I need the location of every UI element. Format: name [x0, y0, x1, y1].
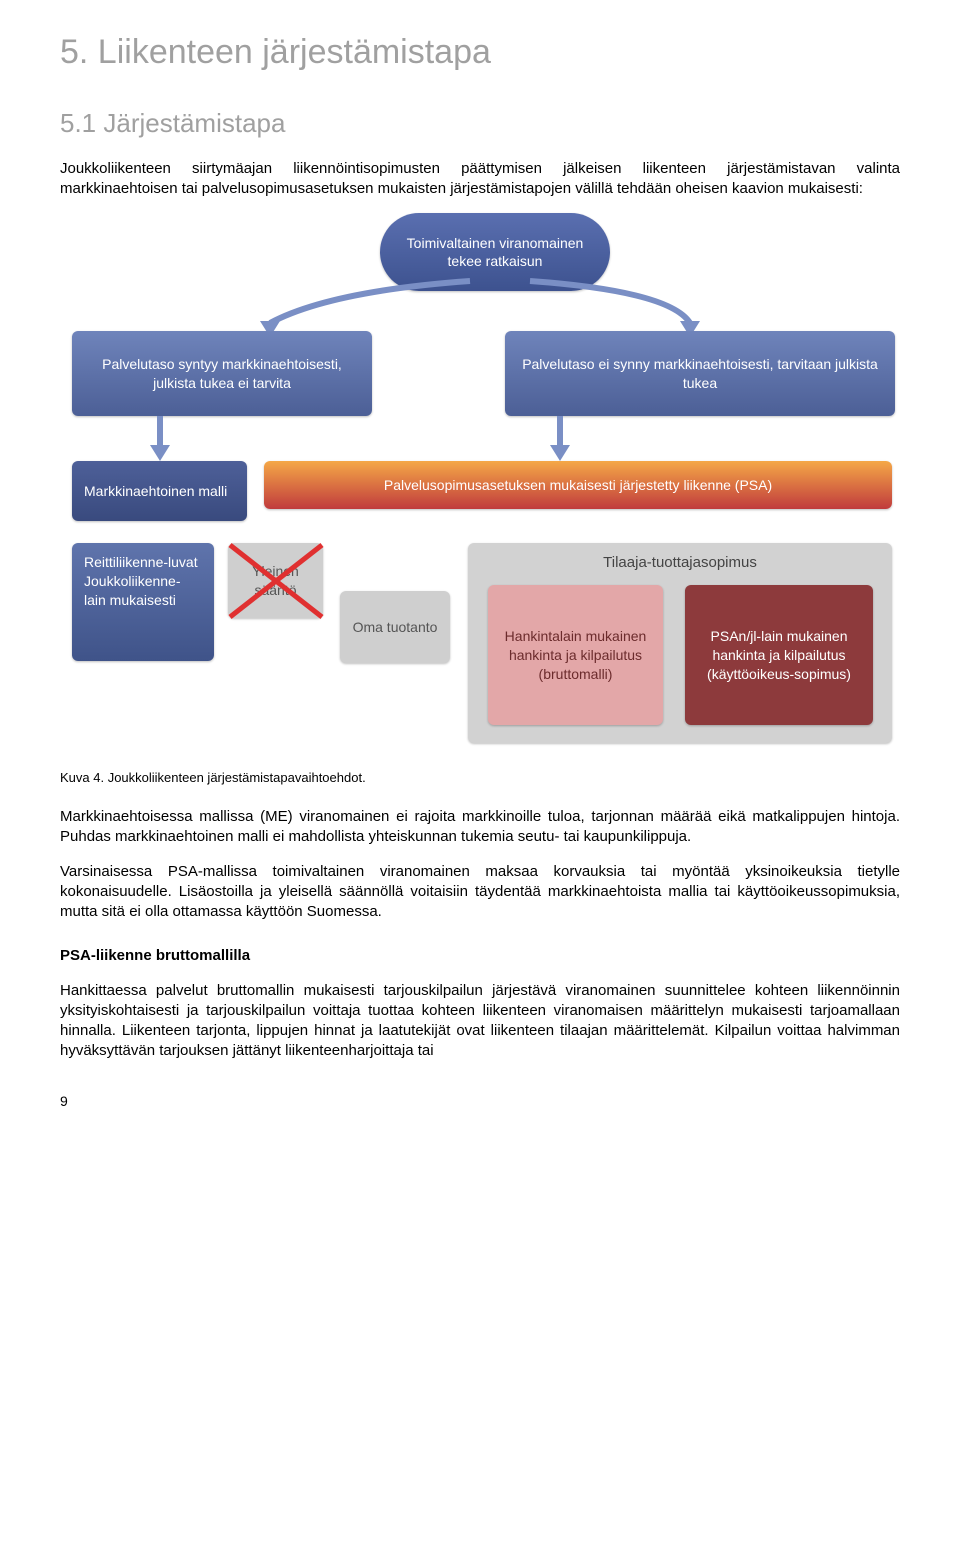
- node-own-production-label: Oma tuotanto: [353, 618, 438, 637]
- connector-right: [490, 271, 790, 326]
- paragraph-brutto: Hankittaessa palvelut bruttomallin mukai…: [60, 981, 900, 1062]
- flow-diagram: Toimivaltainen viranomainen tekee ratkai…: [60, 213, 900, 753]
- node-top-label: Toimivaltainen viranomainen tekee ratkai…: [392, 234, 598, 272]
- node-route-permits-label: Reittiliikenne-luvat Joukkoliikenne-lain…: [84, 553, 202, 610]
- node-psa-law: PSAn/jl-lain mukainen hankinta ja kilpai…: [685, 585, 873, 725]
- intro-paragraph: Joukkoliikenteen siirtymäajan liikennöin…: [60, 159, 900, 200]
- paragraph-me: Markkinaehtoisessa mallissa (ME) viranom…: [60, 807, 900, 848]
- node-public-label: Palvelutaso ei synny markkinaehtoisesti,…: [517, 355, 883, 393]
- connector: [140, 416, 170, 448]
- node-psa-law-label: PSAn/jl-lain mukainen hankinta ja kilpai…: [697, 627, 861, 684]
- subhead-brutto: PSA-liikenne bruttomallilla: [60, 946, 900, 966]
- section-subhead: 5.1 Järjestämistapa: [60, 106, 900, 141]
- paragraph-psa: Varsinaisessa PSA-mallissa toimivaltaine…: [60, 862, 900, 923]
- node-general-rule: Yleinen sääntö: [228, 543, 323, 618]
- figure-caption: Kuva 4. Joukkoliikenteen järjestämistapa…: [60, 769, 900, 787]
- node-own-production: Oma tuotanto: [340, 591, 450, 663]
- node-hankintalaki: Hankintalain mukainen hankinta ja kilpai…: [488, 585, 663, 725]
- node-market-model-label: Markkinaehtoinen malli: [84, 482, 227, 501]
- node-route-permits: Reittiliikenne-luvat Joukkoliikenne-lain…: [72, 543, 214, 661]
- page-title: 5. Liikenteen järjestämistapa: [60, 30, 900, 76]
- connector-left: [210, 271, 510, 326]
- node-hankintalaki-label: Hankintalain mukainen hankinta ja kilpai…: [500, 627, 651, 684]
- node-psa-bar: Palvelusopimusasetuksen mukaisesti järje…: [264, 461, 892, 509]
- node-market-model: Markkinaehtoinen malli: [72, 461, 247, 521]
- node-tilaaja-label: Tilaaja-tuottajasopimus: [603, 553, 757, 573]
- node-market-label: Palvelutaso syntyy markkinaehtoisesti, j…: [84, 355, 360, 393]
- node-psa-label: Palvelusopimusasetuksen mukaisesti järje…: [384, 476, 772, 495]
- page-number: 9: [60, 1092, 900, 1111]
- node-public-support: Palvelutaso ei synny markkinaehtoisesti,…: [505, 331, 895, 416]
- node-general-rule-label: Yleinen sääntö: [240, 562, 311, 600]
- connector: [540, 416, 570, 448]
- node-market-level: Palvelutaso syntyy markkinaehtoisesti, j…: [72, 331, 372, 416]
